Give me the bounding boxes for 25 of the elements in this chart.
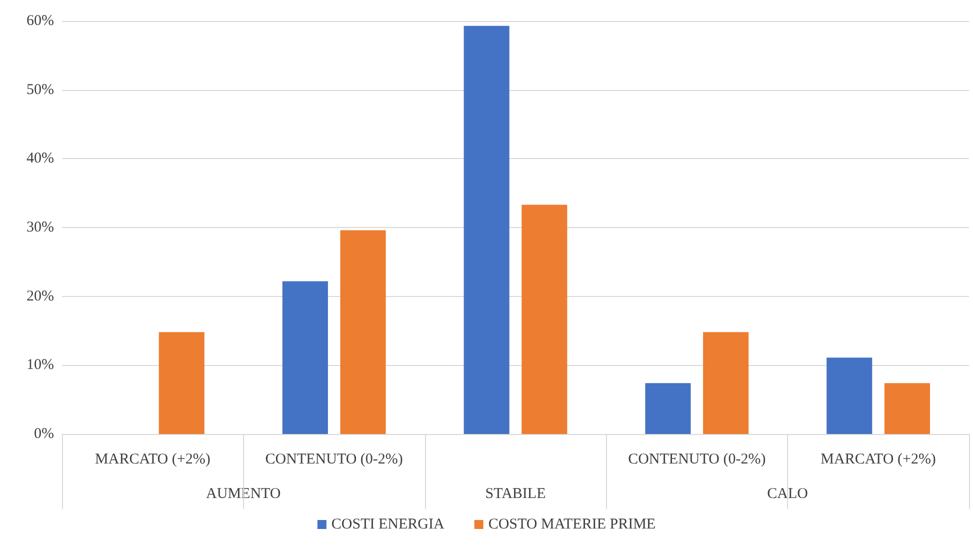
bar xyxy=(826,358,872,434)
x-tick-label: CONTENUTO (0-2%) xyxy=(628,452,766,468)
legend-label: COSTI ENERGIA xyxy=(331,516,444,532)
bar xyxy=(158,332,204,434)
y-tick-label: 20% xyxy=(26,288,54,304)
y-tick-label: 0% xyxy=(34,426,54,442)
y-tick-label: 30% xyxy=(26,220,54,236)
text: STABILE xyxy=(485,486,546,502)
y-tick-label: 40% xyxy=(26,150,54,167)
y-tick-label: 60% xyxy=(26,13,54,29)
bar xyxy=(645,383,691,434)
y-tick-label: 50% xyxy=(26,82,54,98)
bar xyxy=(282,281,328,434)
bar xyxy=(340,230,386,434)
bar xyxy=(522,204,568,434)
bar xyxy=(884,383,930,434)
text: AUMENTO xyxy=(206,486,281,502)
bar xyxy=(703,332,749,434)
x-tick-label: CONTENUTO (0-2%) xyxy=(265,452,403,468)
bar xyxy=(464,26,510,434)
legend-label: COSTO MATERIE PRIME xyxy=(488,516,656,532)
x-tick-label: MARCATO (+2%) xyxy=(95,452,210,468)
y-tick-label: 10% xyxy=(26,357,54,374)
text: CALO xyxy=(767,486,808,502)
x-tick-label: MARCATO (+2%) xyxy=(820,452,936,468)
